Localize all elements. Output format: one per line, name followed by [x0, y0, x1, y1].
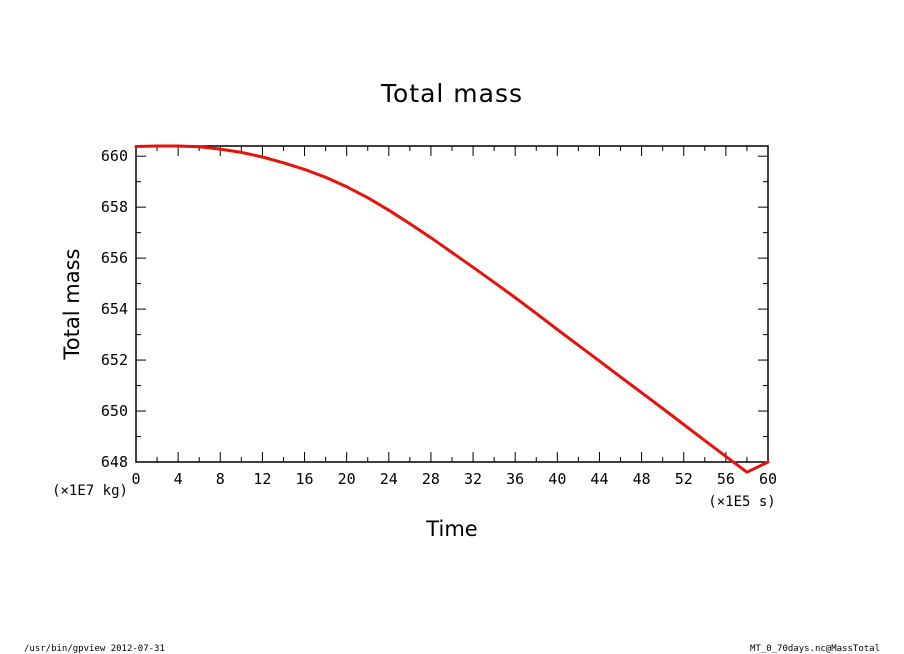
x-axis-unit: (×1E5 s) [708, 494, 775, 510]
series-line [134, 144, 770, 474]
x-axis-label: Time [425, 517, 477, 541]
y-tick-label: 660 [101, 147, 128, 165]
y-axis-unit: (×1E7 kg) [52, 483, 128, 499]
x-tick-label: 8 [216, 470, 225, 488]
x-tick-label: 48 [633, 470, 651, 488]
x-tick-label: 52 [675, 470, 693, 488]
x-tick-label: 4 [174, 470, 183, 488]
y-tick-label: 648 [101, 453, 128, 471]
x-tick-label: 60 [759, 470, 777, 488]
y-tick-label: 650 [101, 402, 128, 420]
series-layer [134, 144, 770, 474]
x-tick-label: 36 [506, 470, 524, 488]
y-axis-label: Total mass [60, 249, 84, 361]
x-tick-label: 0 [131, 470, 140, 488]
plot-frame [135, 145, 769, 463]
footer-left: /usr/bin/gpview 2012-07-31 [24, 644, 165, 654]
x-tick-label: 24 [380, 470, 398, 488]
y-axis-ticks: 648 650 652 654 656 658 660 [101, 147, 768, 471]
x-tick-label: 16 [296, 470, 314, 488]
plot-area [135, 145, 769, 463]
footer-right: MT_0_70days.nc@MassTotal [750, 644, 880, 654]
y-tick-label: 654 [101, 300, 128, 318]
y-tick-label: 656 [101, 249, 128, 267]
x-tick-label: 32 [464, 470, 482, 488]
y-tick-label: 658 [101, 198, 128, 216]
x-tick-label: 40 [548, 470, 566, 488]
x-tick-label: 28 [422, 470, 440, 488]
x-tick-label: 20 [338, 470, 356, 488]
x-tick-label: 12 [253, 470, 271, 488]
x-axis-ticks: 0 4 8 12 16 20 24 28 32 36 40 44 48 52 56 60 [131, 146, 777, 488]
x-tick-label: 44 [590, 470, 608, 488]
x-tick-label: 56 [717, 470, 735, 488]
chart-title: Total mass [380, 79, 523, 108]
y-tick-label: 652 [101, 351, 128, 369]
